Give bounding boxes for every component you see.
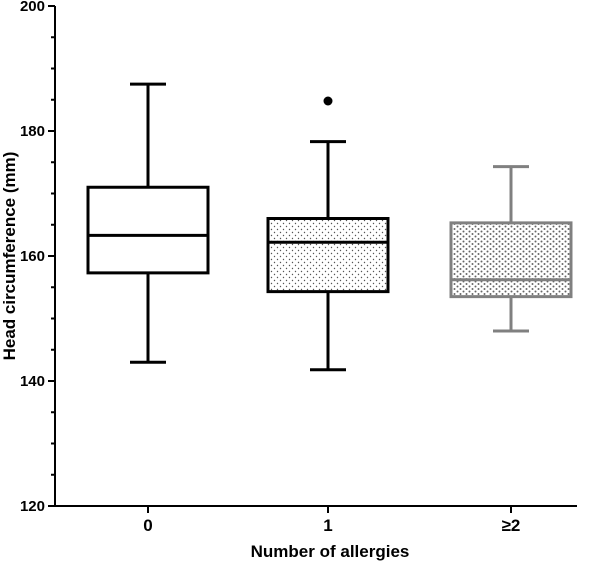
x-axis-title: Number of allergies — [251, 542, 410, 561]
y-axis: 120 140 160 180 200 — [20, 0, 56, 515]
box-group — [449, 165, 573, 333]
y-tick-label: 200 — [20, 0, 45, 15]
x-tick-label: 1 — [323, 516, 332, 535]
box-group — [86, 82, 210, 364]
box — [266, 217, 390, 294]
y-tick-label: 120 — [20, 498, 45, 515]
y-tick-label: 160 — [20, 248, 45, 265]
x-tick-label: 0 — [143, 516, 152, 535]
x-tick-label: ≥2 — [502, 516, 521, 535]
y-axis-title: Head circumference (mm) — [0, 152, 19, 361]
x-axis: 0 1 ≥2 — [55, 505, 577, 535]
box-group — [266, 96, 390, 372]
box — [86, 185, 210, 275]
box — [449, 221, 573, 299]
boxes — [86, 82, 573, 372]
y-tick-label: 140 — [20, 373, 45, 390]
outlier-point — [323, 96, 333, 106]
y-tick-label: 180 — [20, 123, 45, 140]
